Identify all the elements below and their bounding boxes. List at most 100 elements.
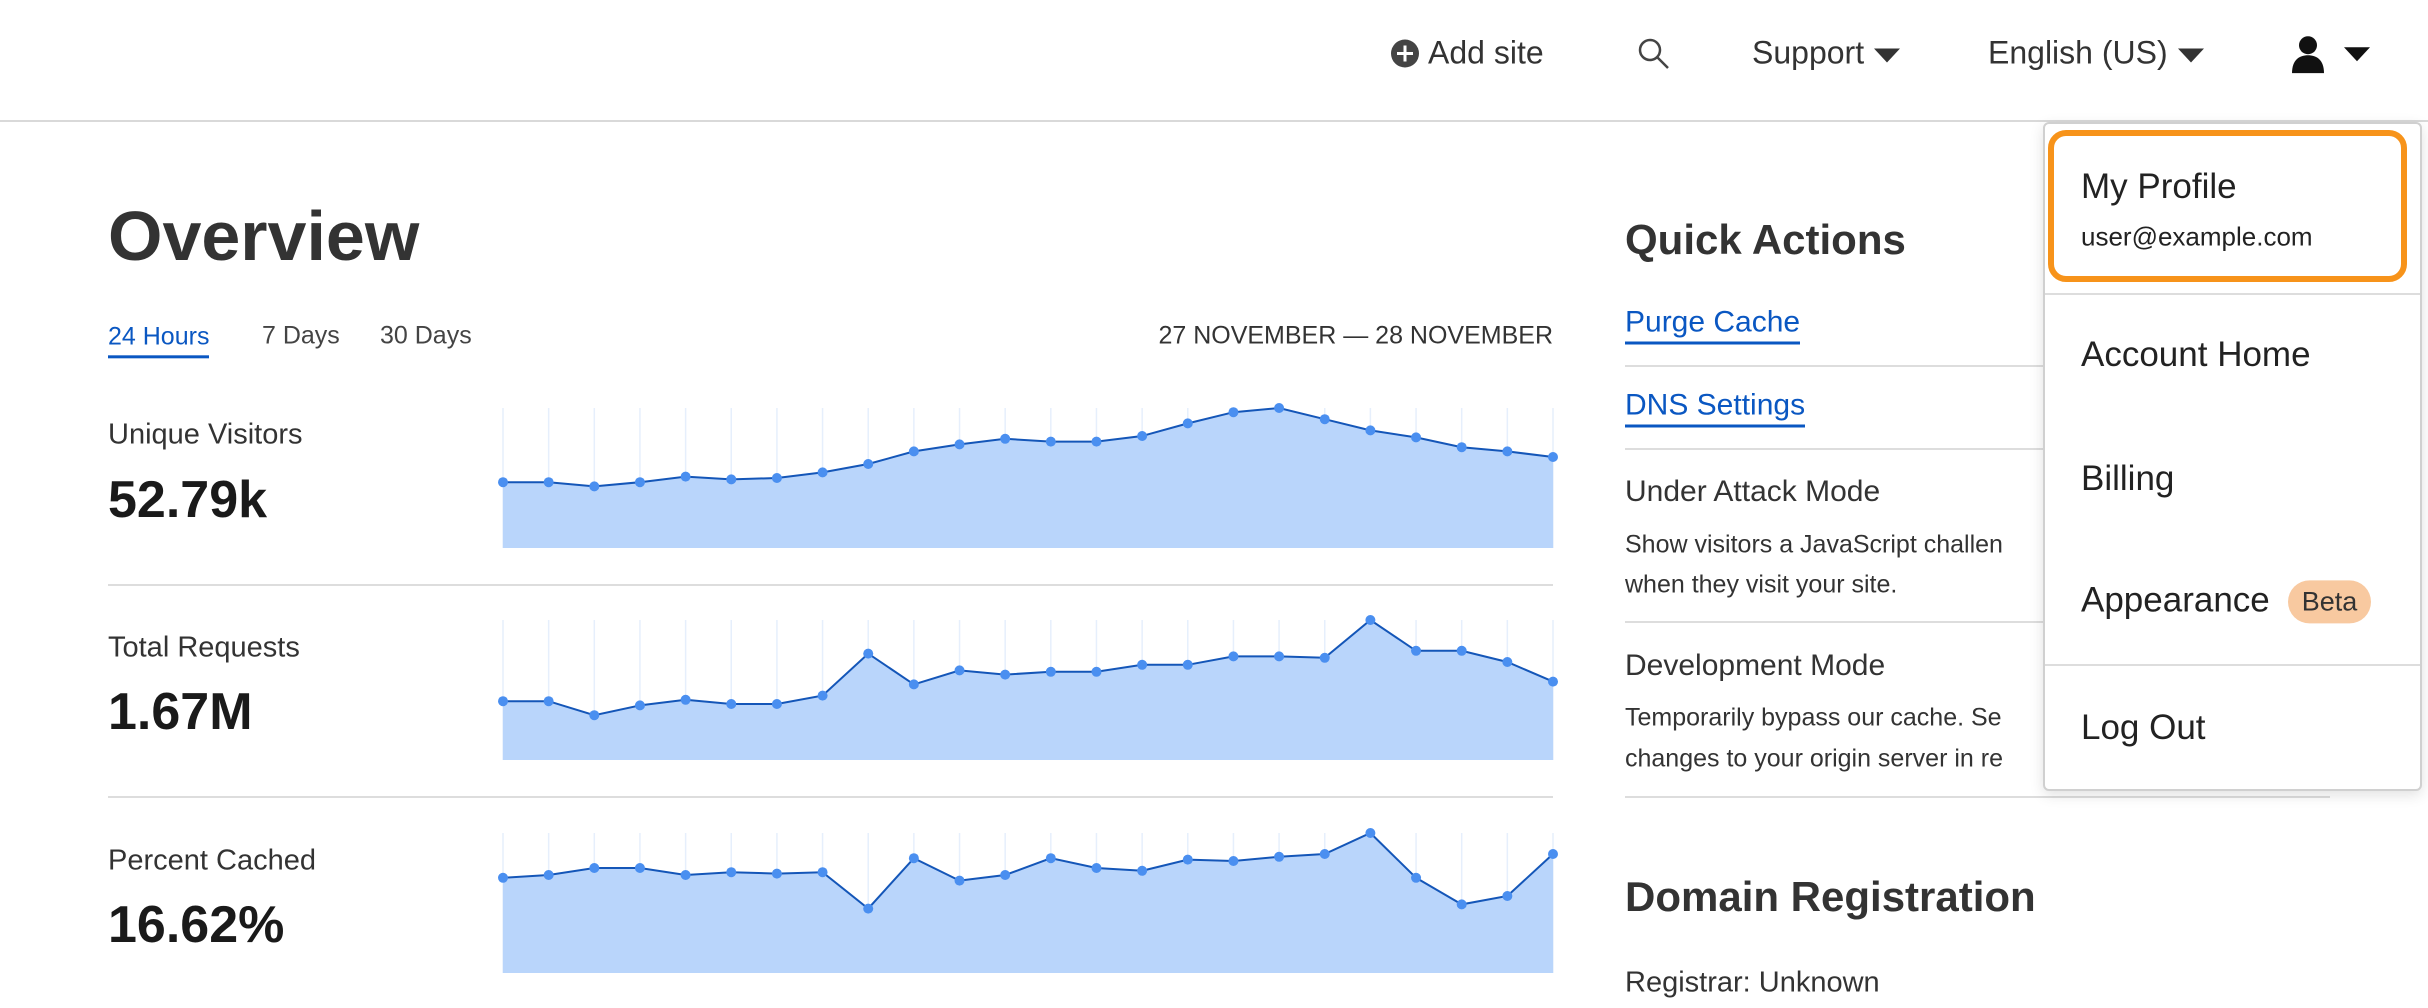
data-point bbox=[1456, 645, 1467, 656]
metric-value: 52.79k bbox=[108, 471, 268, 529]
menu-item-appearance[interactable]: Appearance Beta bbox=[2081, 580, 2372, 624]
data-point bbox=[1182, 659, 1193, 670]
my-profile-highlight bbox=[2048, 130, 2407, 282]
add-site-button[interactable]: Add site bbox=[1390, 35, 1544, 72]
data-point bbox=[908, 853, 919, 864]
data-point bbox=[954, 665, 965, 676]
page-title: Overview bbox=[108, 197, 420, 275]
data-point bbox=[908, 679, 919, 690]
data-point bbox=[1456, 442, 1467, 453]
data-point bbox=[543, 477, 554, 488]
tab-30-days[interactable]: 30 Days bbox=[380, 321, 472, 350]
area-fill bbox=[503, 620, 1553, 760]
data-point bbox=[726, 867, 737, 878]
data-point bbox=[1274, 651, 1285, 662]
area-fill bbox=[503, 408, 1553, 548]
purge-cache-link[interactable]: Purge Cache bbox=[1625, 306, 1801, 345]
caret-down-icon bbox=[2177, 48, 2204, 63]
appearance-label: Appearance bbox=[2081, 580, 2270, 620]
support-dropdown[interactable]: Support bbox=[1752, 35, 1901, 72]
data-point bbox=[680, 694, 691, 705]
data-point bbox=[1228, 407, 1239, 418]
series-line bbox=[503, 618, 1554, 717]
data-point bbox=[634, 700, 645, 711]
data-point bbox=[1182, 418, 1193, 429]
metric-value: 1.67M bbox=[108, 683, 253, 741]
user-dropdown-menu: My Profile user@example.com Account Home… bbox=[2043, 122, 2422, 791]
menu-item-account-home[interactable]: Account Home bbox=[2081, 335, 2311, 374]
data-point bbox=[1045, 666, 1056, 677]
data-point bbox=[863, 459, 874, 469]
under-attack-mode-desc: Show visitors a JavaScript challen bbox=[1625, 530, 2003, 559]
data-point bbox=[1502, 657, 1513, 667]
data-point bbox=[498, 477, 508, 488]
under-attack-mode-desc: when they visit your site. bbox=[1625, 570, 1898, 599]
data-point bbox=[1045, 436, 1056, 447]
data-point bbox=[589, 481, 600, 492]
beta-badge: Beta bbox=[2287, 580, 2372, 624]
plus-circle-icon bbox=[1391, 39, 1419, 68]
development-mode-desc: Temporarily bypass our cache. Se bbox=[1625, 703, 2002, 732]
menu-item-my-profile[interactable]: My Profile bbox=[2081, 167, 2237, 206]
divider bbox=[2045, 664, 2420, 666]
data-point bbox=[1456, 899, 1467, 910]
total-requests-chart bbox=[498, 615, 1558, 760]
data-point bbox=[1411, 432, 1422, 443]
series-line bbox=[502, 831, 1554, 910]
data-point bbox=[589, 710, 600, 721]
data-point bbox=[1137, 431, 1148, 441]
data-point bbox=[498, 872, 508, 883]
data-point bbox=[1365, 828, 1376, 838]
data-point bbox=[726, 699, 737, 709]
data-point bbox=[543, 696, 554, 707]
data-point bbox=[954, 875, 965, 886]
data-point bbox=[1365, 425, 1376, 436]
menu-item-billing[interactable]: Billing bbox=[2081, 459, 2175, 498]
divider bbox=[1625, 796, 2330, 798]
search-button[interactable] bbox=[1636, 36, 1672, 77]
metric-label: Unique Visitors bbox=[108, 418, 303, 451]
data-point bbox=[1548, 452, 1558, 462]
caret-down-icon bbox=[2344, 46, 2370, 61]
data-point bbox=[680, 471, 691, 482]
data-point bbox=[680, 870, 691, 880]
data-point bbox=[1274, 851, 1285, 862]
data-point bbox=[1000, 433, 1011, 444]
divider bbox=[108, 584, 1553, 586]
data-point bbox=[771, 699, 782, 709]
data-point bbox=[726, 474, 737, 485]
user-icon bbox=[2292, 35, 2324, 73]
divider bbox=[108, 796, 1553, 798]
data-point bbox=[1228, 651, 1239, 662]
data-point bbox=[543, 870, 554, 880]
dns-settings-link[interactable]: DNS Settings bbox=[1625, 389, 1806, 428]
data-point bbox=[498, 696, 508, 707]
series-line bbox=[503, 406, 1554, 488]
data-point bbox=[1502, 891, 1513, 901]
data-point bbox=[817, 867, 828, 878]
data-point bbox=[1045, 853, 1056, 864]
data-point bbox=[1502, 446, 1513, 457]
language-dropdown[interactable]: English (US) bbox=[1988, 35, 2204, 72]
registrar-text: Registrar: Unknown bbox=[1625, 966, 1880, 999]
quick-actions-title: Quick Actions bbox=[1625, 216, 1906, 263]
user-email: user@example.com bbox=[2081, 221, 2313, 252]
menu-item-log-out[interactable]: Log Out bbox=[2081, 708, 2206, 747]
data-point bbox=[589, 863, 600, 873]
metric-label: Total Requests bbox=[108, 631, 300, 664]
user-menu-button[interactable] bbox=[2290, 33, 2370, 73]
data-point bbox=[1319, 652, 1330, 663]
percent-cached-chart bbox=[498, 828, 1558, 973]
data-point bbox=[1091, 863, 1102, 873]
data-point bbox=[1091, 436, 1102, 447]
development-mode-title: Development Mode bbox=[1625, 649, 1886, 682]
data-point bbox=[863, 903, 874, 914]
top-header: Add site Support English (US) bbox=[0, 0, 2428, 122]
tab-7-days[interactable]: 7 Days bbox=[262, 321, 340, 350]
data-point bbox=[634, 477, 645, 488]
data-point bbox=[908, 446, 919, 457]
divider bbox=[1625, 365, 2330, 367]
data-point bbox=[1274, 403, 1285, 413]
domain-registration-title: Domain Registration bbox=[1625, 873, 2036, 920]
tab-24-hours[interactable]: 24 Hours bbox=[108, 322, 210, 359]
